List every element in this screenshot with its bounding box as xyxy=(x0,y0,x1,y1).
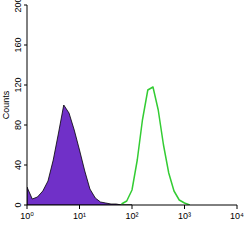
y-tick xyxy=(24,45,27,46)
y-tick-label: 200 xyxy=(13,0,23,13)
x-tick-label: 10⁴ xyxy=(230,211,244,221)
plot-area xyxy=(27,87,190,205)
y-axis xyxy=(27,5,28,205)
y-tick-label: 80 xyxy=(13,120,23,130)
x-tick xyxy=(132,205,133,209)
x-tick xyxy=(237,205,238,209)
y-axis-label: Counts xyxy=(1,90,11,119)
x-tick-label: 10³ xyxy=(178,211,191,221)
y-tick-label: 0 xyxy=(13,202,23,207)
x-tick xyxy=(27,205,28,209)
chart: 0 40 80 120 160 200 10⁰ 10¹ 10² 10³ 10⁴ Counts xyxy=(0,0,250,225)
y-tick-label: 40 xyxy=(13,160,23,170)
x-tick-label: 10¹ xyxy=(73,211,86,221)
x-tick-label: 10² xyxy=(125,211,138,221)
y-tick xyxy=(24,165,27,166)
y-tick xyxy=(24,125,27,126)
x-tick xyxy=(79,205,80,209)
x-tick-label: 10⁰ xyxy=(20,211,34,221)
y-tick-label: 120 xyxy=(13,77,23,92)
y-tick xyxy=(24,85,27,86)
y-tick-label: 160 xyxy=(13,37,23,52)
x-tick xyxy=(184,205,185,209)
histogram-area xyxy=(27,105,132,205)
y-tick xyxy=(24,5,27,6)
histogram-line xyxy=(122,87,190,205)
